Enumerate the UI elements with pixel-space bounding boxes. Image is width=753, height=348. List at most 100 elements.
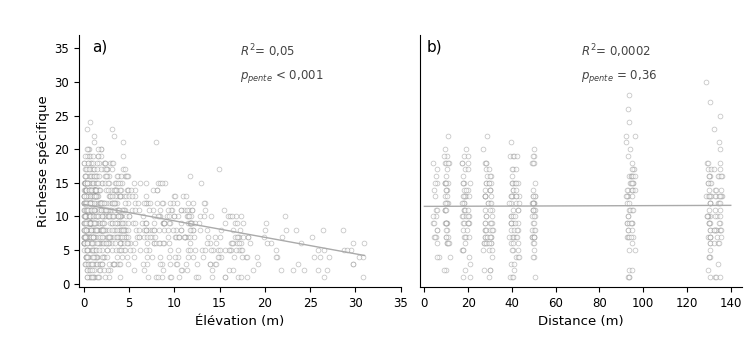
- Point: [90, 173, 102, 179]
- Point: [479, 220, 491, 226]
- Point: [82, 207, 94, 213]
- Point: [80, 254, 92, 260]
- Point: [95, 207, 107, 213]
- Point: [163, 200, 175, 206]
- Point: [81, 200, 93, 206]
- Point: [85, 227, 97, 233]
- Point: [626, 240, 639, 246]
- Point: [712, 214, 724, 219]
- Text: $\it{p}_{pente}$ < 0,001: $\it{p}_{pente}$ < 0,001: [240, 68, 323, 85]
- Point: [93, 214, 105, 219]
- Point: [477, 268, 489, 273]
- Point: [714, 200, 726, 206]
- Point: [153, 227, 165, 233]
- Point: [622, 234, 634, 239]
- Point: [83, 153, 95, 159]
- X-axis label: Distance (m): Distance (m): [538, 315, 623, 329]
- Point: [96, 227, 108, 233]
- Point: [622, 214, 634, 219]
- Point: [164, 274, 176, 280]
- Point: [95, 227, 107, 233]
- Point: [527, 234, 539, 239]
- Point: [185, 220, 197, 226]
- Point: [178, 234, 190, 239]
- Point: [627, 187, 639, 192]
- Point: [622, 214, 634, 219]
- Point: [88, 268, 100, 273]
- Point: [233, 247, 245, 253]
- Point: [116, 227, 128, 233]
- Point: [704, 240, 716, 246]
- Point: [130, 234, 142, 239]
- Point: [87, 274, 99, 280]
- Point: [148, 227, 160, 233]
- Point: [99, 254, 111, 260]
- Point: [460, 234, 472, 239]
- Point: [508, 234, 520, 239]
- Point: [485, 220, 497, 226]
- Point: [157, 268, 169, 273]
- Point: [205, 247, 217, 253]
- Point: [704, 214, 716, 219]
- Point: [100, 173, 112, 179]
- Point: [223, 247, 235, 253]
- Point: [80, 234, 92, 239]
- Point: [460, 187, 472, 192]
- Point: [621, 187, 633, 192]
- Point: [111, 254, 123, 260]
- Point: [431, 167, 444, 172]
- Point: [456, 180, 468, 185]
- Point: [123, 227, 135, 233]
- Point: [505, 214, 517, 219]
- Point: [713, 193, 725, 199]
- Point: [529, 193, 541, 199]
- Point: [715, 193, 727, 199]
- Point: [431, 173, 443, 179]
- Point: [84, 173, 96, 179]
- Point: [130, 187, 142, 192]
- Point: [626, 167, 639, 172]
- Point: [153, 240, 165, 246]
- Point: [89, 234, 101, 239]
- Point: [199, 200, 211, 206]
- Point: [715, 187, 727, 192]
- Point: [512, 240, 524, 246]
- Point: [440, 180, 452, 185]
- Point: [212, 247, 224, 253]
- Point: [308, 254, 320, 260]
- Point: [87, 247, 99, 253]
- Point: [152, 214, 164, 219]
- Point: [107, 214, 119, 219]
- Point: [102, 214, 114, 219]
- Point: [133, 207, 145, 213]
- Point: [481, 234, 493, 239]
- Point: [261, 240, 273, 246]
- Point: [629, 247, 641, 253]
- Point: [84, 214, 96, 219]
- Point: [96, 254, 108, 260]
- Point: [84, 200, 96, 206]
- Point: [78, 240, 90, 246]
- Point: [716, 173, 728, 179]
- Point: [441, 187, 453, 192]
- Point: [84, 214, 96, 219]
- Point: [622, 187, 634, 192]
- Point: [156, 180, 168, 185]
- Point: [110, 180, 122, 185]
- Point: [229, 220, 241, 226]
- Point: [87, 160, 99, 165]
- Point: [97, 220, 109, 226]
- Point: [701, 214, 713, 219]
- Point: [81, 193, 93, 199]
- Point: [527, 207, 539, 213]
- Point: [187, 254, 199, 260]
- Point: [133, 234, 145, 239]
- Point: [78, 240, 90, 246]
- Point: [439, 207, 451, 213]
- Point: [507, 193, 519, 199]
- Point: [81, 207, 93, 213]
- Point: [79, 234, 91, 239]
- Point: [122, 240, 134, 246]
- Point: [219, 274, 231, 280]
- Point: [148, 234, 160, 239]
